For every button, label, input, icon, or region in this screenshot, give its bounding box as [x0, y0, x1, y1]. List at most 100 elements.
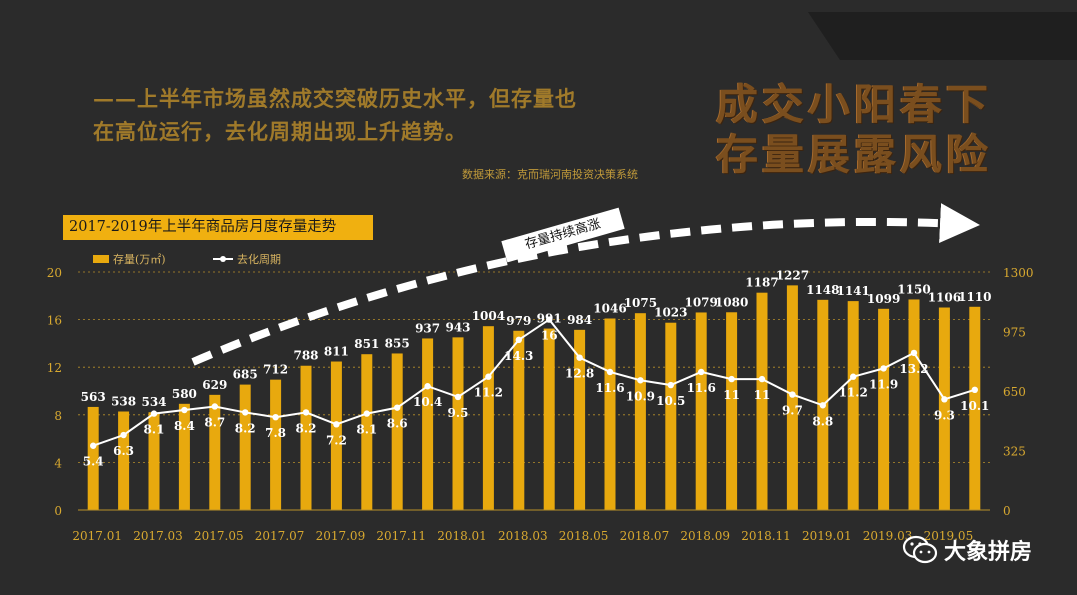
bar [665, 322, 677, 510]
x-tick-label: 2017.01 [72, 529, 122, 543]
bar [969, 306, 981, 510]
bar-value-label: 1187 [745, 276, 778, 290]
line-value-label: 7.2 [326, 433, 347, 447]
bar-value-label: 1079 [684, 295, 717, 309]
line-point [394, 404, 401, 411]
bar-value-label: 1004 [472, 309, 505, 323]
y-right-tick-label: 1300 [1003, 266, 1034, 280]
bar [482, 326, 494, 510]
watermark-text: 大象拼房 [944, 540, 1033, 565]
line-value-label: 14.3 [504, 349, 533, 363]
line-value-label: 8.1 [356, 423, 377, 437]
line-point [90, 442, 97, 449]
line-point [211, 403, 218, 410]
bar [270, 379, 282, 510]
line-value-label: 11.2 [839, 386, 868, 400]
bar [756, 292, 768, 510]
line-point [272, 413, 279, 421]
x-tick-label: 2019.01 [802, 529, 852, 543]
line-value-label: 10.4 [413, 395, 442, 409]
subtitle-line-1: ——上半年市场虽然成交突破历史水平，但存量也 [93, 86, 577, 111]
bar-value-label: 1106 [928, 291, 961, 305]
bar-value-label: 1046 [593, 302, 626, 316]
y-left-tick-label: 16 [47, 314, 62, 328]
bar [513, 330, 525, 510]
bar-value-label: 563 [81, 390, 106, 404]
headline-line-1: 成交小阳春下 [716, 80, 993, 129]
x-tick-label: 2018.09 [680, 529, 730, 543]
line-value-label: 8.1 [144, 423, 165, 437]
y-left-tick-label: 0 [54, 504, 62, 518]
bar-value-label: 685 [233, 368, 258, 382]
line-value-label: 9.7 [782, 404, 803, 418]
bar [300, 365, 312, 510]
line-point [819, 402, 826, 409]
line-value-label: 8.4 [174, 419, 195, 433]
legend-line-marker [220, 256, 226, 262]
legend-line-label: 去化周期 [237, 252, 281, 266]
line-point [637, 377, 644, 384]
bar [847, 301, 859, 510]
bar-value-label: 937 [415, 321, 440, 335]
bar [391, 353, 403, 510]
line-point [971, 386, 978, 394]
bar-value-label: 1148 [806, 283, 839, 297]
line-point [606, 368, 614, 376]
line-point [941, 396, 948, 403]
y-left-tick-label: 4 [54, 456, 62, 470]
line-value-label: 10.9 [626, 389, 655, 403]
line-point [546, 316, 553, 323]
bar-value-label: 984 [567, 313, 592, 327]
y-left-tick-label: 20 [47, 266, 62, 280]
bar-value-label: 538 [111, 395, 136, 409]
wechat-icon [902, 535, 938, 564]
bar-value-label: 1150 [897, 282, 930, 296]
line-point [485, 373, 492, 380]
bar [239, 384, 251, 510]
line-point [181, 406, 188, 414]
line-value-label: 7.8 [265, 426, 286, 440]
data-source: 数据来源：克而瑞河南投资决策系统 [462, 168, 638, 181]
bar [634, 313, 646, 510]
line-point [454, 393, 462, 401]
chart-title: 2017-2019年上半年商品房月度存量走势 [63, 215, 373, 240]
line-value-label: 16 [541, 329, 558, 343]
x-tick-label: 2018.03 [498, 529, 548, 543]
line-value-label: 13.2 [899, 362, 928, 376]
x-tick-label: 2018.05 [559, 529, 609, 543]
line-value-label: 11.6 [595, 381, 624, 395]
subtitle-line-2: 在高位运行，去化周期出现上升趋势。 [93, 119, 467, 144]
line-point [667, 381, 674, 389]
bar-value-label: 1080 [715, 295, 748, 309]
line-value-label: 11 [723, 388, 740, 402]
line-point [242, 409, 249, 416]
line-value-label: 12.8 [565, 367, 594, 381]
line-point [424, 383, 431, 390]
line-value-label: 11.2 [474, 386, 503, 400]
bar [148, 412, 160, 510]
line-point [363, 410, 370, 417]
headline-line-2: 存量展露风险 [716, 130, 993, 179]
y-left-tick-label: 8 [54, 409, 62, 423]
watermark: 大象拼房 [902, 532, 1032, 568]
line-value-label: 9.5 [448, 406, 469, 420]
bar-value-label: 629 [202, 378, 227, 392]
bar [422, 338, 434, 510]
y-right-tick-label: 0 [1003, 504, 1011, 518]
x-tick-label: 2019.03 [863, 529, 913, 543]
bar-value-label: 788 [293, 349, 318, 363]
bar-value-label: 712 [263, 363, 288, 377]
x-tick-label: 2017.07 [255, 529, 305, 543]
subtitle: ——上半年市场虽然成交突破历史水平，但存量也 在高位运行，去化周期出现上升趋势。 [93, 82, 693, 148]
bar [361, 354, 373, 510]
line-value-label: 8.8 [812, 414, 833, 428]
bar [695, 312, 707, 510]
y-right-tick-label: 650 [1003, 385, 1026, 399]
line-point [698, 368, 705, 376]
line-point [576, 354, 583, 361]
bar [543, 328, 555, 510]
bar [908, 299, 920, 510]
bar [938, 307, 950, 510]
line-value-label: 8.2 [296, 421, 317, 435]
